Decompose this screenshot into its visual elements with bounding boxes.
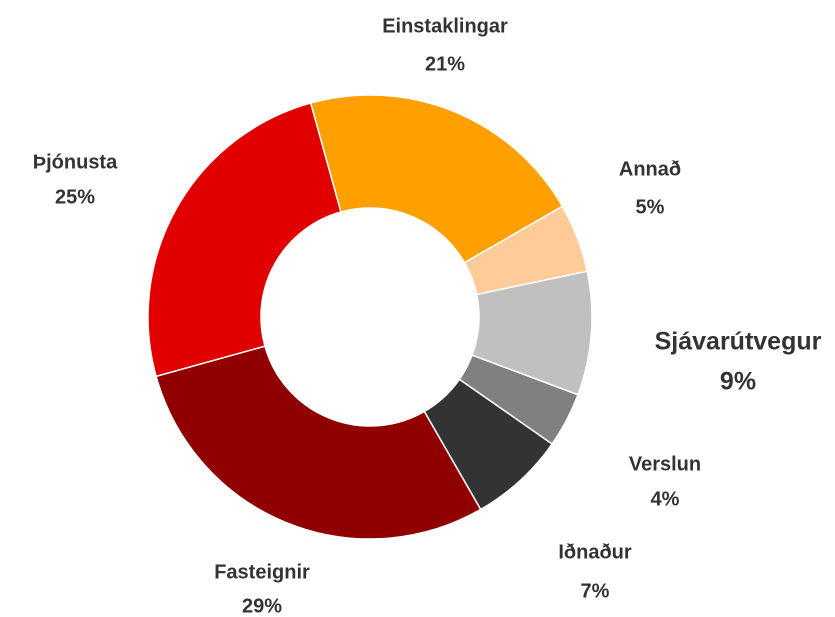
value-label: 21% [425, 53, 465, 75]
category-label: Sjávarútvegur [655, 328, 822, 356]
category-label: Fasteignir [214, 561, 310, 583]
value-label: 7% [581, 580, 610, 602]
value-label: 4% [651, 488, 680, 510]
category-label: Einstaklingar [382, 15, 508, 37]
donut-segment [147, 102, 342, 378]
category-label: Þjónusta [33, 151, 118, 173]
category-label: Iðnaður [558, 541, 632, 563]
value-label: 25% [55, 186, 95, 208]
donut-segment [155, 345, 482, 540]
value-label: 29% [242, 595, 282, 617]
value-label: 9% [720, 368, 756, 396]
category-label: Annað [619, 158, 681, 180]
category-label: Verslun [629, 453, 701, 475]
value-label: 5% [636, 196, 665, 218]
donut-segment [309, 94, 564, 264]
